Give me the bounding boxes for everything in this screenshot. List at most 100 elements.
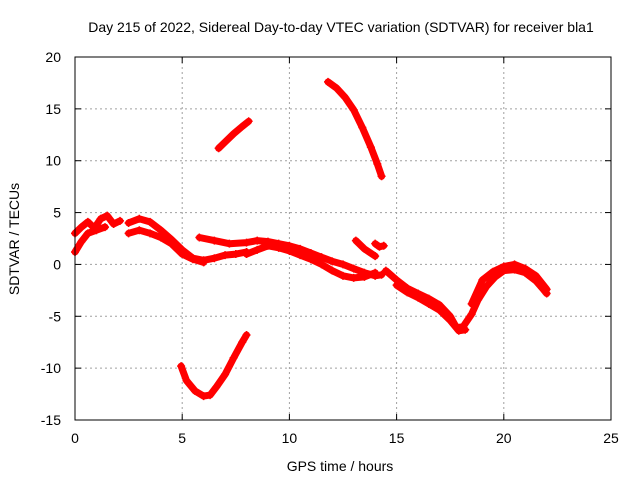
- data-point-marker: [124, 229, 133, 238]
- data-point-marker: [109, 219, 118, 228]
- data-point-marker: [274, 243, 283, 252]
- data-point-marker: [285, 246, 294, 255]
- data-point-marker: [375, 242, 384, 251]
- data-point-marker: [242, 330, 251, 339]
- x-axis-label: GPS time / hours: [287, 458, 394, 474]
- data-point-marker: [195, 233, 204, 242]
- data-point-marker: [349, 273, 358, 282]
- data-point-marker: [156, 226, 165, 235]
- data-point-marker: [167, 239, 176, 248]
- data-point-marker: [253, 245, 262, 254]
- data-series-layer: [71, 77, 551, 401]
- data-point-marker: [101, 223, 110, 232]
- y-tick-label: 0: [53, 256, 61, 272]
- data-point-marker: [263, 241, 272, 250]
- data-point-marker: [467, 299, 476, 308]
- y-axis: -15 -10 -5 0 5 10 15 20: [41, 49, 611, 428]
- x-tick-label: 25: [603, 430, 619, 446]
- data-point-marker: [521, 264, 530, 273]
- x-tick-label: 0: [71, 430, 79, 446]
- data-point-marker: [188, 255, 197, 264]
- data-point-marker: [414, 293, 423, 302]
- y-tick-label: -15: [41, 412, 61, 428]
- data-point-marker: [349, 105, 358, 114]
- data-point-marker: [221, 370, 230, 379]
- data-point-marker: [177, 362, 186, 371]
- data-point-marker: [371, 239, 380, 248]
- data-point-marker: [77, 237, 86, 246]
- data-point-marker: [489, 267, 498, 276]
- data-point-marker: [379, 241, 388, 250]
- data-point-marker: [242, 250, 251, 259]
- x-tick-label: 15: [389, 430, 405, 446]
- y-tick-label: 10: [45, 153, 61, 169]
- data-point-marker: [454, 326, 463, 335]
- data-point-marker: [221, 138, 230, 147]
- x-tick-label: 20: [496, 430, 512, 446]
- series-arc-1: [71, 212, 124, 237]
- data-point-marker: [229, 353, 238, 362]
- data-point-marker: [296, 251, 305, 260]
- data-point-marker: [461, 325, 470, 334]
- data-point-marker: [244, 117, 253, 126]
- data-point-marker: [83, 217, 92, 226]
- data-point-marker: [478, 275, 487, 284]
- data-point-marker: [360, 244, 369, 253]
- data-point-marker: [323, 77, 332, 86]
- data-point-marker: [238, 338, 247, 347]
- data-point-marker: [124, 218, 133, 227]
- y-tick-label: 15: [45, 101, 61, 117]
- data-point-marker: [238, 122, 247, 131]
- series-arc-14: [468, 260, 551, 308]
- data-point-marker: [339, 271, 347, 280]
- data-point-marker: [146, 229, 155, 238]
- data-point-marker: [317, 253, 326, 262]
- data-point-marker: [349, 264, 358, 273]
- data-point-marker: [231, 250, 240, 259]
- data-point-marker: [83, 229, 92, 238]
- chart-title: Day 215 of 2022, Sidereal Day-to-day VTE…: [88, 19, 594, 35]
- data-point-marker: [225, 239, 234, 248]
- x-axis: 0 5 10 15 20 25: [71, 57, 619, 446]
- plot-frame: [74, 56, 612, 421]
- data-point-marker: [366, 143, 375, 152]
- data-point-marker: [199, 258, 208, 267]
- data-point-marker: [242, 238, 251, 247]
- data-point-marker: [199, 392, 208, 401]
- data-point-marker: [146, 217, 155, 226]
- data-point-marker: [229, 129, 238, 138]
- data-point-marker: [371, 252, 380, 261]
- data-point-marker: [178, 250, 187, 259]
- y-tick-label: 20: [45, 49, 61, 65]
- data-point-marker: [377, 172, 386, 181]
- data-point-marker: [96, 214, 105, 223]
- data-point-marker: [317, 260, 326, 269]
- data-point-marker: [210, 236, 219, 245]
- data-point-marker: [332, 84, 341, 93]
- data-point-marker: [510, 260, 519, 269]
- data-point-marker: [531, 271, 540, 280]
- data-point-marker: [135, 226, 144, 235]
- data-point-marker: [328, 266, 337, 275]
- data-point-marker: [482, 282, 491, 291]
- data-point-marker: [214, 144, 223, 153]
- data-point-marker: [403, 288, 412, 297]
- y-tick-label: -10: [41, 360, 61, 376]
- data-point-marker: [135, 214, 144, 223]
- series-arc-11: [177, 331, 250, 400]
- data-point-marker: [373, 159, 382, 168]
- data-point-marker: [424, 299, 433, 308]
- data-point-marker: [339, 260, 347, 269]
- data-point-marker: [221, 251, 230, 260]
- data-point-marker: [341, 93, 350, 102]
- data-point-marker: [542, 285, 551, 294]
- series-arc-10: [324, 78, 386, 180]
- data-point-marker: [210, 254, 219, 263]
- data-point-marker: [360, 272, 369, 281]
- y-tick-label: 5: [53, 205, 61, 221]
- data-point-marker: [182, 376, 191, 385]
- data-point-marker: [156, 233, 165, 242]
- data-point-marker: [377, 270, 386, 279]
- data-point-marker: [116, 216, 125, 225]
